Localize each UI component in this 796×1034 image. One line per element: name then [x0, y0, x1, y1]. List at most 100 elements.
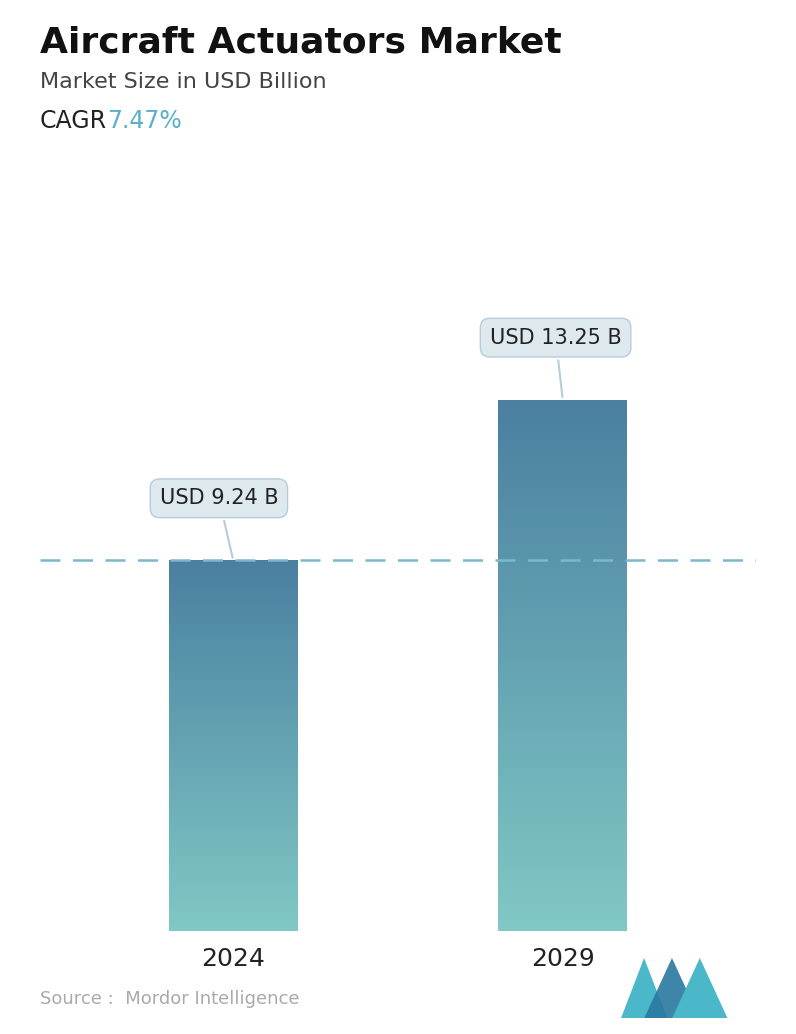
Bar [169, 650, 298, 651]
Bar [498, 495, 627, 497]
Bar [498, 908, 627, 909]
Bar [498, 595, 627, 597]
Bar [169, 846, 298, 847]
Bar [498, 891, 627, 893]
Bar [498, 744, 627, 747]
Bar [498, 732, 627, 734]
Bar [169, 711, 298, 712]
Bar [498, 655, 627, 657]
Bar [498, 927, 627, 929]
Bar [169, 913, 298, 914]
Bar [169, 917, 298, 918]
Bar [169, 808, 298, 809]
Bar [169, 821, 298, 822]
Bar [498, 517, 627, 518]
Bar [498, 809, 627, 811]
Bar [498, 903, 627, 904]
Bar [498, 525, 627, 527]
Bar [498, 811, 627, 812]
Bar [498, 669, 627, 670]
Bar [169, 570, 298, 572]
Bar [498, 597, 627, 598]
Bar [169, 639, 298, 641]
Bar [169, 747, 298, 748]
Bar [169, 707, 298, 708]
Bar [498, 575, 627, 577]
Bar [498, 540, 627, 541]
Bar [169, 778, 298, 779]
Bar [498, 657, 627, 658]
Bar [498, 660, 627, 662]
Bar [498, 565, 627, 566]
Bar [498, 812, 627, 814]
Bar [498, 433, 627, 435]
Bar [498, 511, 627, 513]
Bar [169, 914, 298, 916]
Bar [498, 798, 627, 799]
Bar [169, 854, 298, 855]
Bar [498, 749, 627, 750]
Bar [498, 437, 627, 438]
Bar [169, 907, 298, 909]
Bar [169, 759, 298, 760]
Bar [498, 566, 627, 568]
Bar [169, 560, 298, 561]
Bar [169, 691, 298, 693]
Bar [498, 446, 627, 448]
Bar [498, 819, 627, 821]
Bar [498, 893, 627, 895]
Bar [498, 513, 627, 515]
Bar [169, 757, 298, 758]
Bar [498, 642, 627, 644]
Bar [169, 645, 298, 646]
Bar [169, 626, 298, 627]
Bar [498, 915, 627, 916]
Bar [498, 801, 627, 803]
Bar [169, 763, 298, 764]
Bar [498, 522, 627, 523]
Bar [169, 649, 298, 650]
Bar [498, 481, 627, 483]
Bar [169, 720, 298, 721]
Bar [169, 643, 298, 644]
Bar [498, 528, 627, 530]
Bar [498, 665, 627, 667]
Bar [169, 702, 298, 703]
Bar [169, 835, 298, 837]
Bar [498, 690, 627, 692]
Bar [498, 557, 627, 559]
Bar [169, 809, 298, 810]
Bar [169, 875, 298, 876]
Bar [169, 924, 298, 925]
Bar [498, 553, 627, 555]
Bar [498, 568, 627, 570]
Bar [498, 821, 627, 823]
Bar [498, 759, 627, 761]
Bar [169, 919, 298, 920]
Bar [498, 577, 627, 578]
Bar [169, 664, 298, 665]
Bar [169, 706, 298, 707]
Bar [169, 906, 298, 907]
Bar [169, 929, 298, 930]
Bar [169, 598, 298, 599]
Bar [169, 689, 298, 690]
Bar [498, 573, 627, 575]
Bar [498, 426, 627, 428]
Bar [498, 651, 627, 652]
Bar [169, 662, 298, 663]
Bar [498, 685, 627, 687]
Bar [169, 709, 298, 711]
Bar [169, 611, 298, 612]
Bar [498, 849, 627, 851]
Bar [498, 486, 627, 488]
Bar [169, 605, 298, 606]
Bar [169, 828, 298, 829]
Bar [169, 588, 298, 590]
Bar [498, 518, 627, 520]
Bar [498, 508, 627, 510]
Bar [498, 747, 627, 749]
Bar [498, 858, 627, 860]
Bar [498, 756, 627, 757]
Bar [169, 882, 298, 884]
